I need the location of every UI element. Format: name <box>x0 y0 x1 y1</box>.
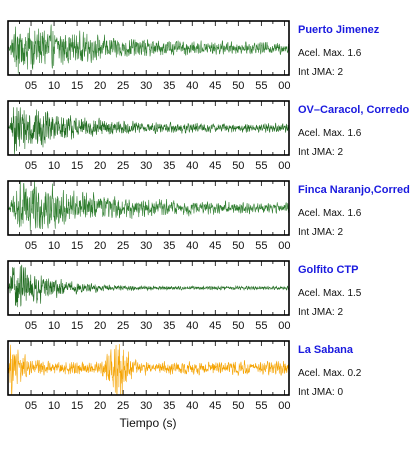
x-tick-label: 15 <box>71 160 83 172</box>
station-name: Puerto Jimenez <box>298 24 380 36</box>
x-tick-label: 30 <box>140 400 152 412</box>
seismogram-panel: 05 10 15 20 25 30 35 40 45 50 55 00 Finca Naranjo,Co… <box>7 180 410 252</box>
x-tick-label: 15 <box>71 320 83 332</box>
x-tick-label: 10 <box>48 400 60 412</box>
seismogram-panel: 05 10 15 20 25 30 35 40 45 50 55 00 Puerto Jimenez Ac… <box>7 20 380 92</box>
x-tick-label: 50 <box>232 160 244 172</box>
seismogram-panel: 05 10 15 20 25 30 35 40 45 50 55 00 La Sabana Acel. M… <box>7 340 362 412</box>
panel-frame <box>7 340 290 396</box>
x-tick-label: 15 <box>71 80 83 92</box>
seismogram-panels: 05 10 15 20 25 30 35 40 45 50 55 00 Puerto Jimenez Ac… <box>7 20 410 412</box>
x-tick-label: 30 <box>140 160 152 172</box>
x-tick-label: 40 <box>186 400 198 412</box>
x-tick-label: 20 <box>94 80 106 92</box>
waveform-trace <box>8 107 289 155</box>
panel-frame <box>7 100 290 156</box>
x-tick-label: 35 <box>163 400 175 412</box>
x-tick-label: 40 <box>186 160 198 172</box>
x-tick-label: 50 <box>232 320 244 332</box>
x-tick-label: 20 <box>94 160 106 172</box>
jma-intensity-label: Int JMA: 0 <box>298 387 343 398</box>
x-tick-label: 40 <box>186 320 198 332</box>
station-name: Golfito CTP <box>298 264 359 276</box>
x-tick-label: 35 <box>163 240 175 252</box>
waveform-trace <box>8 264 289 308</box>
x-tick-label: 35 <box>163 80 175 92</box>
x-tick-label: 05 <box>25 80 37 92</box>
acel-max-label: Acel. Max. 1.6 <box>298 128 362 139</box>
panel-frame <box>7 260 290 316</box>
acel-max-label: Acel. Max. 0.2 <box>298 368 362 379</box>
x-tick-label: 15 <box>71 240 83 252</box>
x-tick-label: 20 <box>94 320 106 332</box>
x-tick-label: 55 <box>255 400 267 412</box>
x-tick-label: 55 <box>255 240 267 252</box>
x-tick-label: 50 <box>232 400 244 412</box>
jma-intensity-label: Int JMA: 2 <box>298 147 343 158</box>
station-name: Finca Naranjo,Corredores <box>298 184 410 196</box>
x-tick-label: 35 <box>163 160 175 172</box>
x-tick-label: 00 <box>278 400 290 412</box>
x-tick-label: 05 <box>25 240 37 252</box>
station-name: OV–Caracol, Corredores <box>298 104 410 116</box>
jma-intensity-label: Int JMA: 2 <box>298 307 343 318</box>
x-tick-label: 25 <box>117 400 129 412</box>
x-tick-label: 50 <box>232 80 244 92</box>
panel-frame <box>7 20 290 76</box>
x-tick-label: 50 <box>232 240 244 252</box>
x-tick-label: 40 <box>186 240 198 252</box>
x-tick-label: 15 <box>71 400 83 412</box>
x-tick-label: 30 <box>140 240 152 252</box>
acel-max-label: Acel. Max. 1.5 <box>298 288 362 299</box>
x-tick-label: 55 <box>255 160 267 172</box>
x-tick-label: 00 <box>278 160 290 172</box>
x-tick-label: 00 <box>278 80 290 92</box>
x-axis-label: Tiempo (s) <box>120 416 177 430</box>
x-tick-label: 30 <box>140 320 152 332</box>
station-name: La Sabana <box>298 344 354 356</box>
x-tick-label: 20 <box>94 400 106 412</box>
x-tick-label: 10 <box>48 320 60 332</box>
x-tick-label: 35 <box>163 320 175 332</box>
jma-intensity-label: Int JMA: 2 <box>298 67 343 78</box>
x-tick-label: 25 <box>117 160 129 172</box>
x-tick-label: 40 <box>186 80 198 92</box>
x-tick-label: 45 <box>209 80 221 92</box>
x-tick-label: 20 <box>94 240 106 252</box>
waveform-trace <box>8 181 289 231</box>
x-tick-label: 00 <box>278 320 290 332</box>
seismogram-panel: 05 10 15 20 25 30 35 40 45 50 55 00 OV–Caracol, Corr… <box>7 100 410 172</box>
jma-intensity-label: Int JMA: 2 <box>298 227 343 238</box>
x-tick-label: 45 <box>209 240 221 252</box>
x-tick-label: 00 <box>278 240 290 252</box>
x-tick-label: 45 <box>209 160 221 172</box>
x-tick-label: 05 <box>25 160 37 172</box>
x-tick-label: 25 <box>117 240 129 252</box>
x-tick-label: 45 <box>209 320 221 332</box>
seismogram-panel: 05 10 15 20 25 30 35 40 45 50 55 00 Golfito CTP Acel.… <box>7 260 362 332</box>
x-tick-label: 25 <box>117 320 129 332</box>
x-tick-label: 10 <box>48 80 60 92</box>
panel-frame <box>7 180 290 236</box>
x-tick-label: 55 <box>255 320 267 332</box>
waveform-trace <box>8 344 289 395</box>
x-tick-label: 05 <box>25 400 37 412</box>
x-tick-label: 55 <box>255 80 267 92</box>
waveform-trace <box>8 24 289 74</box>
x-tick-label: 10 <box>48 240 60 252</box>
acel-max-label: Acel. Max. 1.6 <box>298 208 362 219</box>
x-tick-label: 25 <box>117 80 129 92</box>
x-tick-label: 45 <box>209 400 221 412</box>
x-tick-label: 10 <box>48 160 60 172</box>
acel-max-label: Acel. Max. 1.6 <box>298 48 362 59</box>
x-tick-label: 05 <box>25 320 37 332</box>
x-tick-label: 30 <box>140 80 152 92</box>
